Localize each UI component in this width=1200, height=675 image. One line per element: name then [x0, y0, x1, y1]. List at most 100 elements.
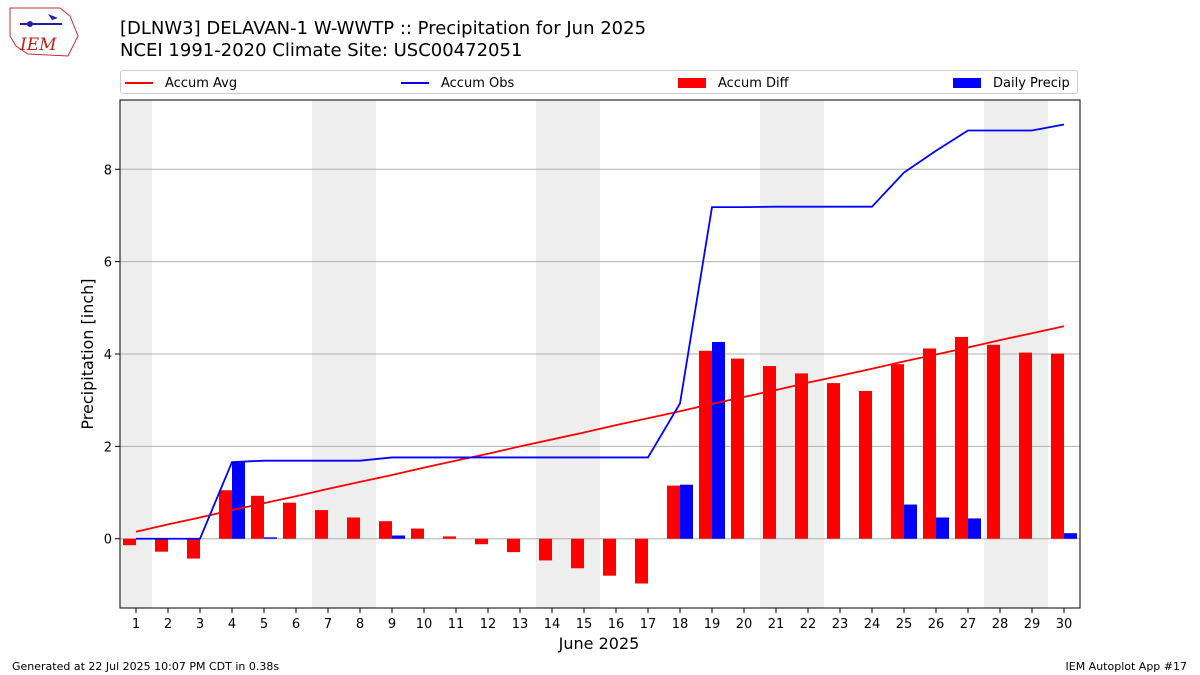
legend-item-accum-diff: Accum Diff [678, 74, 789, 92]
accum-diff-bar-day-22 [795, 373, 808, 539]
accum-diff-bar-day-19 [699, 350, 712, 539]
x-tick-label-29: 29 [1024, 617, 1041, 632]
lines [135, 123, 1065, 540]
accum-diff-bar-day-14 [539, 538, 552, 561]
accum-diff-bar-day-27 [955, 336, 968, 539]
daily-precip-bar-day-18 [680, 484, 693, 539]
x-tick-label-14: 14 [544, 617, 561, 632]
accum-diff-bar-day-7 [315, 510, 328, 539]
x-tick-label-6: 6 [292, 617, 300, 632]
legend-label-accum-diff: Accum Diff [718, 75, 789, 91]
accum-diff-bar-day-11 [443, 536, 456, 539]
accum-diff-bar-day-20 [731, 358, 744, 539]
legend-label-daily-precip: Daily Precip [993, 75, 1070, 91]
x-tick-label-8: 8 [356, 617, 364, 632]
chart-legend: Accum Avg Accum Obs Accum Diff Daily Pre… [120, 70, 1078, 94]
x-tick-label-25: 25 [896, 617, 913, 632]
x-tick-label-12: 12 [480, 617, 497, 632]
accum-diff-bar-day-26 [923, 348, 936, 539]
accum-avg-line [135, 325, 1065, 533]
daily-precip-bar-day-30 [1064, 533, 1077, 539]
x-axis-ticks: 1 2 3 4 5 6 7 8 9 10 11 12 13 14 15 16 17 18 19 20 21 22 23 24 2… [132, 608, 1072, 632]
daily-precip-bar-day-26 [936, 517, 949, 539]
x-tick-label-1: 1 [132, 617, 140, 632]
x-tick-label-5: 5 [260, 617, 268, 632]
accum-diff-bar-day-16 [603, 538, 616, 576]
legend-label-accum-avg: Accum Avg [165, 75, 238, 91]
x-tick-label-13: 13 [512, 617, 529, 632]
x-tick-label-11: 11 [448, 617, 465, 632]
x-tick-label-9: 9 [388, 617, 396, 632]
accum-diff-bar-day-10 [411, 528, 424, 539]
bars [123, 336, 1077, 584]
x-tick-label-28: 28 [992, 617, 1009, 632]
legend-item-accum-obs: Accum Obs [401, 74, 514, 92]
accum-diff-bar-day-15 [571, 538, 584, 569]
accum-obs-line [136, 123, 1065, 540]
daily-precip-bar-day-25 [904, 504, 917, 539]
accum-diff-bar-day-29 [1019, 352, 1032, 539]
x-tick-label-21: 21 [768, 617, 785, 632]
accum-diff-bar-day-13 [507, 538, 520, 553]
chart-title: [DLNW3] DELAVAN-1 W-WWTP :: Precipitatio… [120, 18, 647, 39]
x-tick-label-10: 10 [416, 617, 433, 632]
accum-diff-bar-day-9 [379, 521, 392, 539]
accum-diff-bar-day-21 [763, 366, 776, 539]
daily-precip-bar-day-5 [264, 537, 277, 539]
accum-diff-bar-day-17 [635, 538, 648, 584]
x-tick-label-19: 19 [704, 617, 721, 632]
x-tick-label-17: 17 [640, 617, 657, 632]
legend-swatch-accum-obs [401, 82, 429, 84]
accum-diff-bar-day-28 [987, 344, 1000, 539]
grid-lines [120, 168, 1080, 540]
accum-diff-bar-day-3 [187, 538, 200, 559]
footer-app-label: IEM Autoplot App #17 [1065, 660, 1188, 673]
accum-diff-bar-day-24 [859, 390, 872, 539]
legend-swatch-accum-avg [125, 82, 153, 84]
x-tick-label-27: 27 [960, 617, 977, 632]
x-tick-label-3: 3 [196, 617, 204, 632]
x-tick-label-15: 15 [576, 617, 593, 632]
x-tick-label-30: 30 [1056, 617, 1073, 632]
iem-logo: IEM [9, 7, 79, 57]
accum-diff-bar-day-25 [891, 364, 904, 539]
x-axis-label: June 2025 [558, 634, 640, 653]
x-tick-label-16: 16 [608, 617, 625, 632]
accum-diff-bar-day-23 [827, 383, 840, 539]
y-tick-label-4: 4 [104, 348, 112, 363]
x-tick-label-23: 23 [832, 617, 849, 632]
chart-subtitle: NCEI 1991-2020 Climate Site: USC00472051 [120, 40, 523, 61]
x-tick-label-4: 4 [228, 617, 236, 632]
x-tick-label-26: 26 [928, 617, 945, 632]
legend-label-accum-obs: Accum Obs [441, 75, 515, 91]
daily-precip-bar-day-4 [232, 462, 245, 539]
accum-diff-bar-day-1 [123, 538, 136, 546]
accum-diff-bar-day-30 [1051, 353, 1064, 539]
y-axis-ticks: 0 2 4 6 8 [104, 163, 120, 548]
legend-item-accum-avg: Accum Avg [125, 74, 237, 92]
x-tick-label-22: 22 [800, 617, 817, 632]
y-tick-label-2: 2 [104, 440, 112, 455]
x-tick-label-2: 2 [164, 617, 172, 632]
x-tick-label-18: 18 [672, 617, 689, 632]
svg-text:IEM: IEM [19, 35, 57, 55]
y-tick-label-8: 8 [104, 163, 112, 178]
footer-generated-text: Generated at 22 Jul 2025 10:07 PM CDT in… [12, 660, 280, 673]
y-axis-label: Precipitation [inch] [78, 278, 97, 429]
accum-diff-bar-day-2 [155, 538, 168, 552]
daily-precip-bar-day-9 [392, 535, 405, 539]
accum-diff-bar-day-4 [219, 490, 232, 539]
accum-diff-bar-day-8 [347, 517, 360, 539]
accum-diff-bar-day-18 [667, 485, 680, 539]
y-tick-label-6: 6 [104, 256, 112, 271]
x-tick-label-24: 24 [864, 617, 881, 632]
accum-diff-bar-day-12 [475, 538, 488, 545]
y-tick-label-0: 0 [104, 533, 112, 548]
legend-swatch-daily-precip [953, 78, 981, 88]
accum-diff-bar-day-6 [283, 502, 296, 539]
x-tick-label-20: 20 [736, 617, 753, 632]
daily-precip-bar-day-27 [968, 518, 981, 539]
x-tick-label-7: 7 [324, 617, 332, 632]
legend-swatch-accum-diff [678, 78, 706, 88]
